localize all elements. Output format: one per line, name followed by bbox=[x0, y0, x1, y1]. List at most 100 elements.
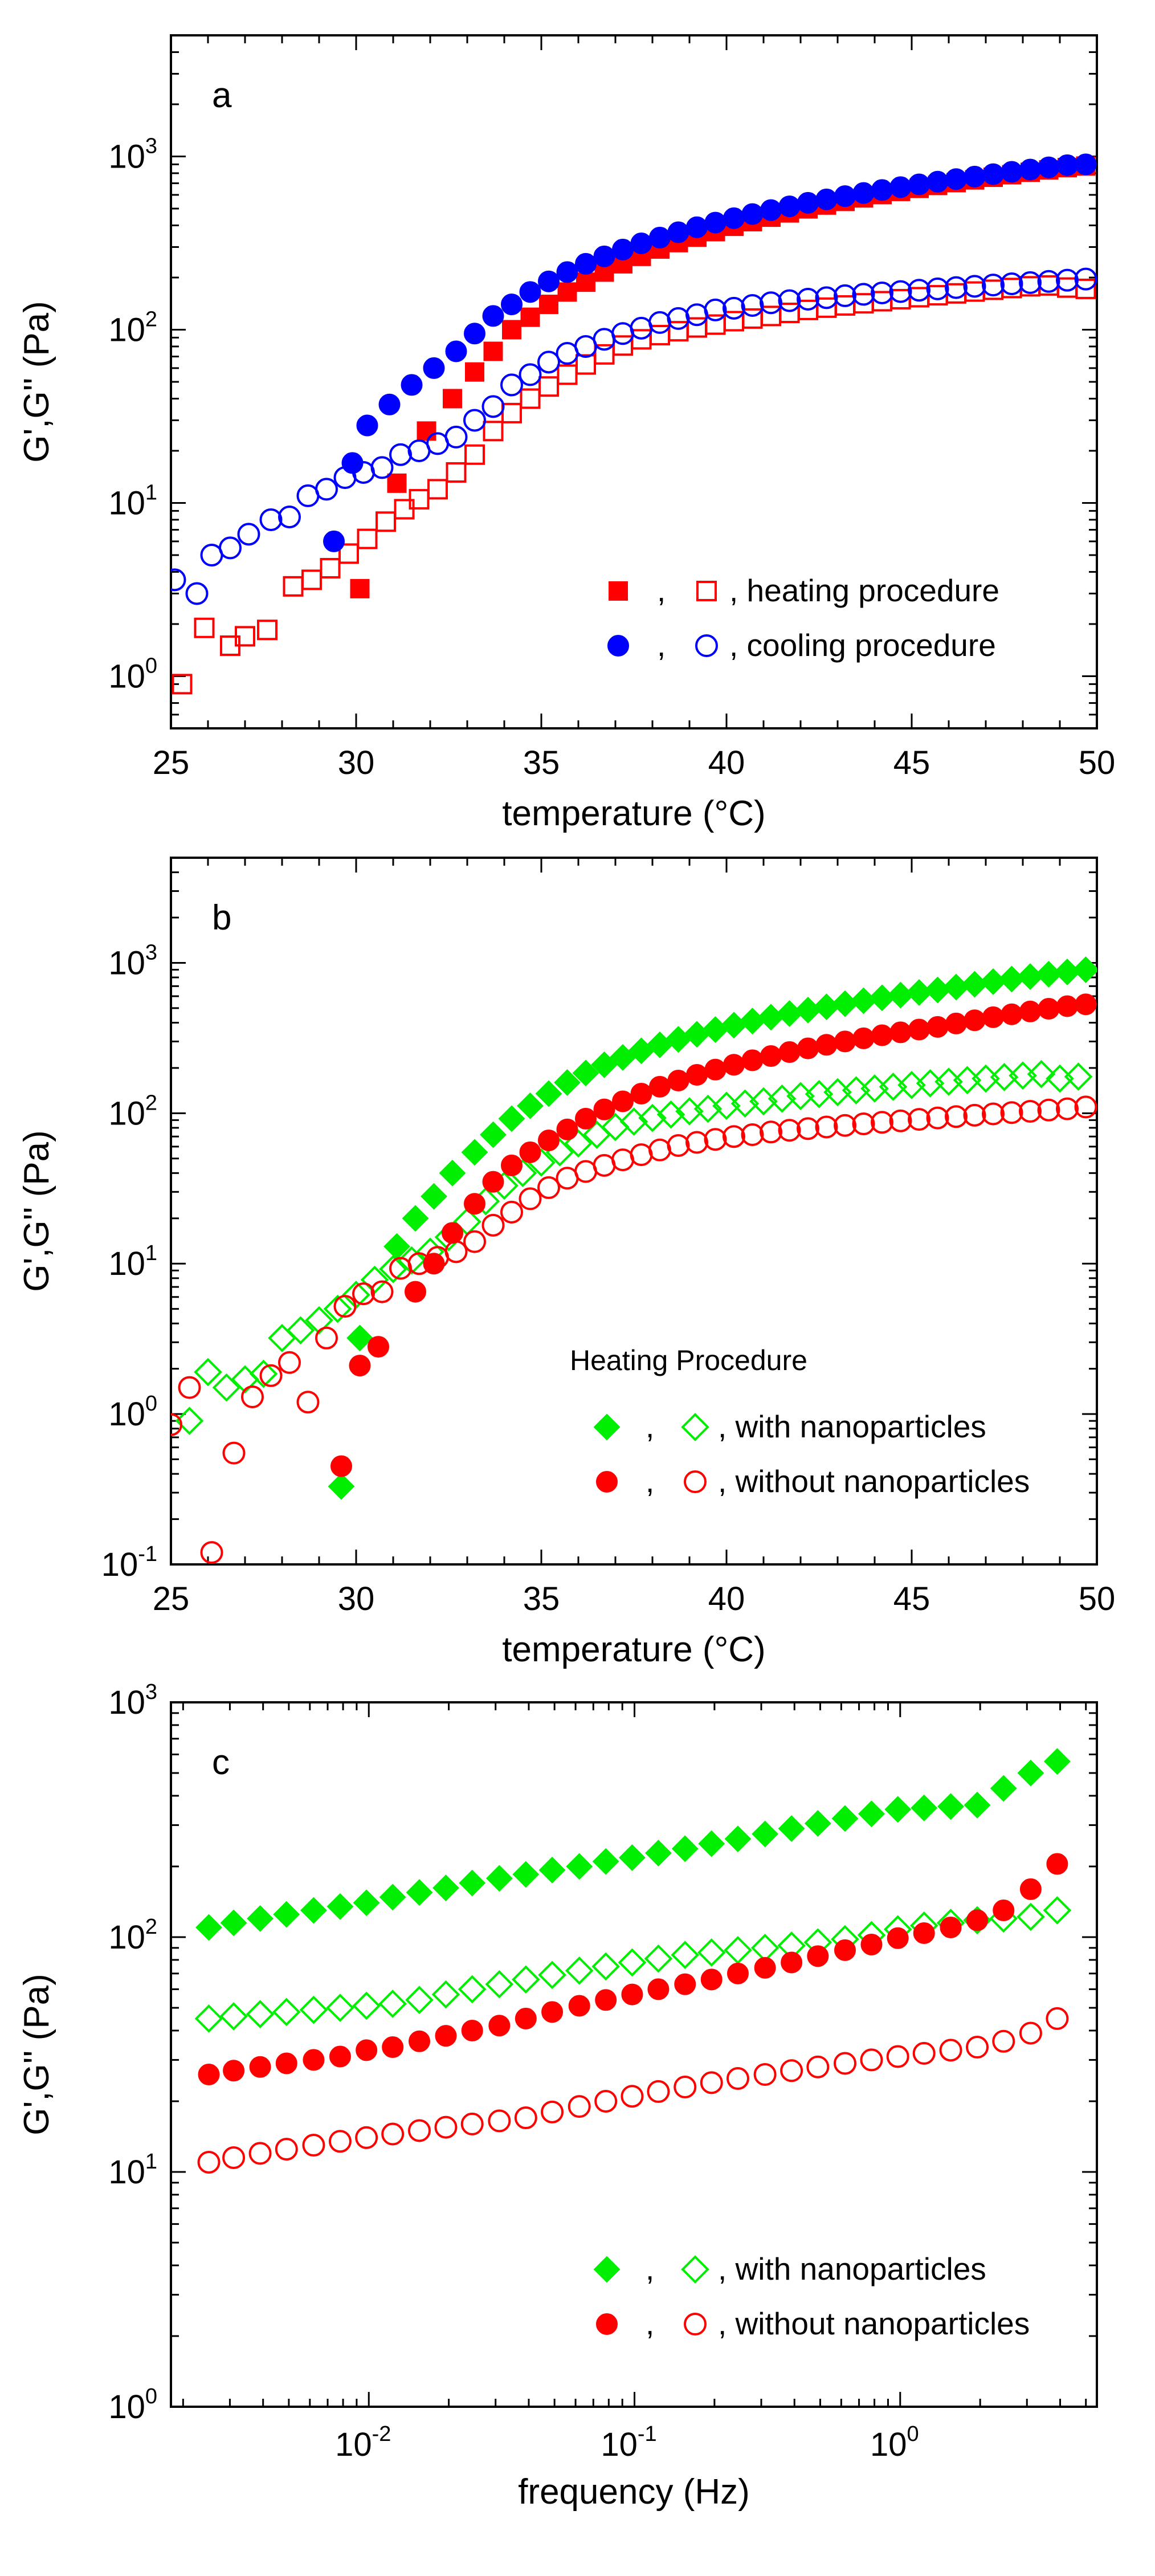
data-point bbox=[993, 1900, 1015, 1922]
legend-marker-filled bbox=[593, 2256, 621, 2283]
y-axis-label: G',G'' (Pa) bbox=[17, 1974, 56, 2135]
data-point bbox=[807, 1945, 829, 1967]
data-point bbox=[1046, 2007, 1069, 2030]
data-point bbox=[797, 191, 819, 214]
data-point bbox=[241, 1385, 264, 1409]
data-point bbox=[286, 1316, 315, 1345]
data-point bbox=[612, 238, 634, 260]
data-point bbox=[406, 1879, 433, 1906]
x-tick-label: 10-2 bbox=[335, 2422, 391, 2463]
x-tick-label: 10-1 bbox=[601, 2422, 656, 2463]
data-point bbox=[500, 1200, 523, 1224]
x-tick-label: 100 bbox=[870, 2422, 919, 2463]
data-point bbox=[458, 1975, 487, 2004]
data-markers bbox=[171, 956, 1097, 1564]
data-point bbox=[368, 1336, 389, 1358]
data-point bbox=[379, 1884, 406, 1911]
data-point bbox=[556, 261, 578, 283]
data-point bbox=[1046, 1853, 1068, 1875]
data-point bbox=[326, 1893, 354, 1920]
series bbox=[197, 2007, 1069, 2174]
data-point bbox=[815, 188, 838, 210]
data-point bbox=[726, 2067, 749, 2090]
data-point bbox=[463, 409, 486, 432]
data-point bbox=[927, 1016, 949, 1038]
y-tick-label: 101 bbox=[108, 2150, 157, 2191]
data-point bbox=[417, 421, 436, 441]
data-point bbox=[674, 2075, 697, 2098]
data-point bbox=[350, 578, 370, 598]
data-point bbox=[194, 2004, 223, 2033]
data-point bbox=[1075, 278, 1096, 299]
data-point bbox=[541, 2100, 564, 2123]
data-point bbox=[778, 1815, 805, 1842]
data-point bbox=[1019, 1878, 1042, 1900]
data-point bbox=[272, 1998, 301, 2027]
data-point bbox=[1019, 271, 1042, 294]
data-point bbox=[992, 2029, 1015, 2053]
data-point bbox=[175, 1407, 204, 1436]
data-point bbox=[966, 2036, 989, 2059]
data-point bbox=[465, 362, 484, 382]
data-point bbox=[246, 2000, 275, 2028]
data-point bbox=[278, 1351, 301, 1374]
data-point bbox=[483, 421, 504, 442]
data-point bbox=[937, 1793, 964, 1820]
data-point bbox=[1019, 1099, 1042, 1123]
data-point bbox=[575, 1107, 597, 1130]
data-point bbox=[328, 2130, 352, 2153]
data-point bbox=[378, 1990, 407, 2018]
data-point bbox=[249, 1359, 278, 1388]
data-point bbox=[982, 1102, 1005, 1126]
legend-separator: , bbox=[646, 2306, 654, 2341]
data-point bbox=[727, 1962, 749, 1984]
data-point bbox=[912, 2041, 936, 2065]
data-point bbox=[538, 1856, 566, 1884]
data-point bbox=[619, 1107, 648, 1136]
data-point bbox=[1017, 1759, 1044, 1787]
data-point bbox=[1064, 1062, 1093, 1091]
legend-marker-open bbox=[681, 2255, 709, 2284]
data-point bbox=[381, 2122, 405, 2146]
data-point bbox=[576, 354, 596, 375]
data-point bbox=[401, 374, 423, 396]
data-point bbox=[379, 1254, 407, 1283]
data-point bbox=[198, 2064, 220, 2086]
data-point bbox=[538, 1960, 566, 1990]
plot-frame bbox=[170, 34, 1098, 729]
data-point bbox=[427, 479, 448, 500]
data-point bbox=[444, 425, 468, 449]
data-point bbox=[435, 2025, 457, 2047]
data-point bbox=[1001, 1003, 1023, 1025]
data-point bbox=[686, 216, 708, 238]
data-point bbox=[908, 173, 930, 195]
data-point bbox=[593, 1154, 616, 1177]
data-point bbox=[671, 1941, 700, 1970]
data-point bbox=[1074, 1095, 1097, 1119]
data-markers bbox=[194, 1748, 1072, 2174]
data-point bbox=[556, 1118, 578, 1140]
x-tick-label: 45 bbox=[893, 744, 930, 781]
data-point bbox=[485, 1970, 514, 1999]
data-point bbox=[301, 569, 322, 590]
data-point bbox=[323, 530, 345, 552]
data-point bbox=[315, 1326, 338, 1350]
data-point bbox=[945, 1012, 967, 1034]
x-axis-label: temperature (°C) bbox=[502, 794, 765, 833]
data-point bbox=[911, 1794, 938, 1821]
data-point bbox=[315, 478, 338, 501]
data-point bbox=[611, 1148, 634, 1172]
data-point bbox=[647, 2080, 670, 2103]
data-point bbox=[702, 1016, 729, 1043]
legend-marker-filled bbox=[609, 581, 628, 601]
data-point bbox=[1072, 956, 1097, 983]
data-point bbox=[945, 276, 968, 299]
data-point bbox=[852, 182, 875, 204]
data-point bbox=[482, 305, 504, 327]
x-tick-label: 40 bbox=[708, 744, 745, 781]
data-point bbox=[370, 1280, 394, 1303]
data-point bbox=[852, 283, 875, 306]
data-point bbox=[178, 1376, 201, 1399]
series bbox=[328, 956, 1097, 1500]
data-point bbox=[565, 1956, 594, 1985]
